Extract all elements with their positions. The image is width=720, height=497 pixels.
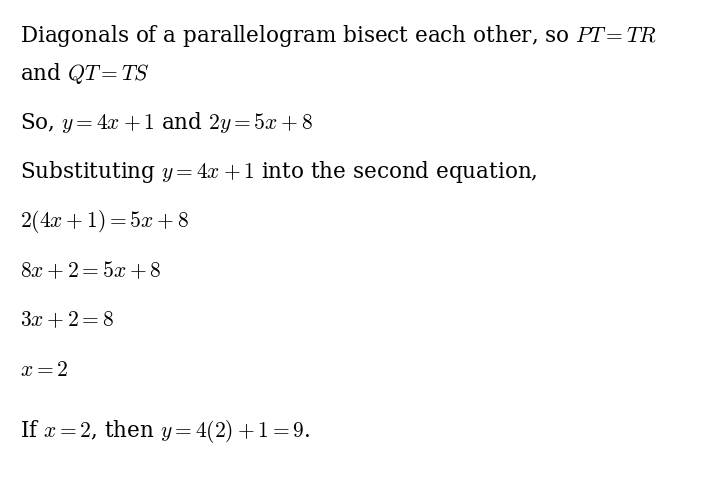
Text: $8x + 2 = 5x + 8$: $8x + 2 = 5x + 8$ — [20, 260, 161, 282]
Text: $2(4x + 1) = 5x + 8$: $2(4x + 1) = 5x + 8$ — [20, 208, 189, 235]
Text: and $QT = TS$: and $QT = TS$ — [20, 61, 150, 85]
Text: $x = 2$: $x = 2$ — [20, 358, 68, 381]
Text: Substituting $y = 4x + 1$ into the second equation,: Substituting $y = 4x + 1$ into the secon… — [20, 159, 538, 185]
Text: So, $y = 4x + 1$ and $2y = 5x + 8$: So, $y = 4x + 1$ and $2y = 5x + 8$ — [20, 110, 313, 135]
Text: $3x + 2 = 8$: $3x + 2 = 8$ — [20, 309, 114, 331]
Text: Diagonals of a parallelogram bisect each other, so $PT = TR$: Diagonals of a parallelogram bisect each… — [20, 23, 657, 49]
Text: If $x = 2$, then $y = 4(2) + 1 = 9$.: If $x = 2$, then $y = 4(2) + 1 = 9$. — [20, 418, 310, 445]
